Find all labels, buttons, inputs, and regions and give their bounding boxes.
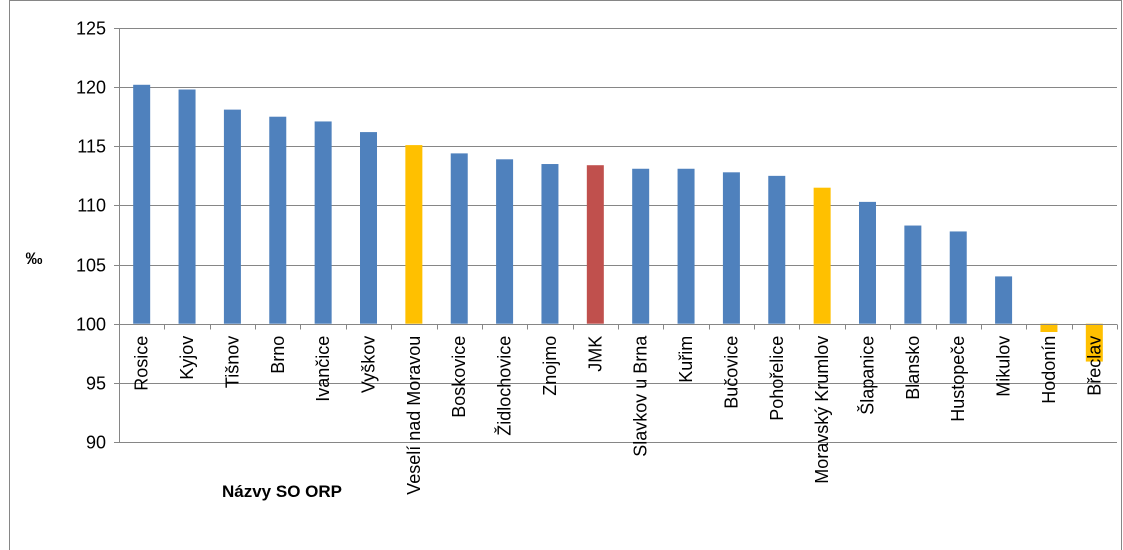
category-label-Rosice: Rosice [132,336,152,391]
bar-Rosice [133,84,151,324]
bar-Veselí nad Moravou [405,145,423,324]
category-label-Bučovice: Bučovice [721,336,741,409]
y-tick-label-120: 120 [76,78,106,98]
bar-Ivančice [314,121,332,324]
category-label-Slavkov u Brna: Slavkov u Brna [631,335,651,457]
bar-JMK [586,165,604,324]
y-axis-title: ‰ [26,249,43,268]
category-label-Kyjov: Kyjov [177,336,197,380]
y-tick-label-100: 100 [76,315,106,335]
category-label-Brno: Brno [268,336,288,374]
category-label-Břeclav: Břeclav [1084,336,1104,396]
y-tick-label-125: 125 [76,19,106,39]
category-label-Pohořelice: Pohořelice [767,336,787,421]
category-label-Blansko: Blansko [903,336,923,400]
bar-Židlochovice [496,159,514,324]
category-label-Boskovice: Boskovice [449,336,469,418]
category-label-Kuřim: Kuřim [676,336,696,383]
category-label-Ivančice: Ivančice [313,336,333,402]
y-tick-label-115: 115 [77,137,106,157]
category-label-Veselí nad Moravou: Veselí nad Moravou [404,336,424,495]
y-tick-label-110: 110 [77,196,106,216]
bar-Pohořelice [768,175,786,324]
bar-Znojmo [541,164,559,324]
category-label-Šlapanice: Šlapanice [857,336,878,415]
y-tick-labels: 90 95 100 105 110 115 120 125 [76,19,106,453]
category-label-Moravský Krumlov: Moravský Krumlov [812,336,832,484]
bar-Boskovice [450,153,468,324]
bar-Břeclav [1085,323,1103,362]
bar-Blansko [904,225,922,324]
y-tick-label-90: 90 [86,433,106,453]
category-label-JMK: JMK [585,336,605,372]
bar-Bučovice [722,172,740,324]
bar-Moravský Krumlov [813,187,831,324]
bar-Hodonín [1040,323,1058,332]
bar-Hustopeče [949,231,967,324]
y-tick-label-105: 105 [76,256,106,276]
bar-Slavkov u Brna [632,168,650,324]
category-label-Znojmo: Znojmo [540,336,560,396]
category-label-Hustopeče: Hustopeče [948,336,968,422]
bar-Tišnov [223,109,241,324]
category-label-Tišnov: Tišnov [222,336,242,388]
category-labels: Rosice Kyjov Tišnov Brno Ivančice Vyškov Vesel… [132,335,1105,495]
bar-Brno [269,116,287,324]
bar-Šlapanice [859,201,876,324]
bar-Kuřim [677,168,695,324]
bar-Mikulov [995,276,1013,324]
x-axis-title: Názvy SO ORP [222,482,342,501]
y-tick-label-95: 95 [86,374,106,394]
bar-Kyjov [178,89,196,324]
bar-Vyškov [360,132,377,324]
axes [114,28,1118,443]
bars [133,84,1103,362]
category-label-Židlochovice: Židlochovice [495,336,515,436]
category-label-Vyškov: Vyškov [359,336,379,393]
category-label-Hodonín: Hodonín [1039,336,1059,404]
category-label-Mikulov: Mikulov [994,336,1014,397]
